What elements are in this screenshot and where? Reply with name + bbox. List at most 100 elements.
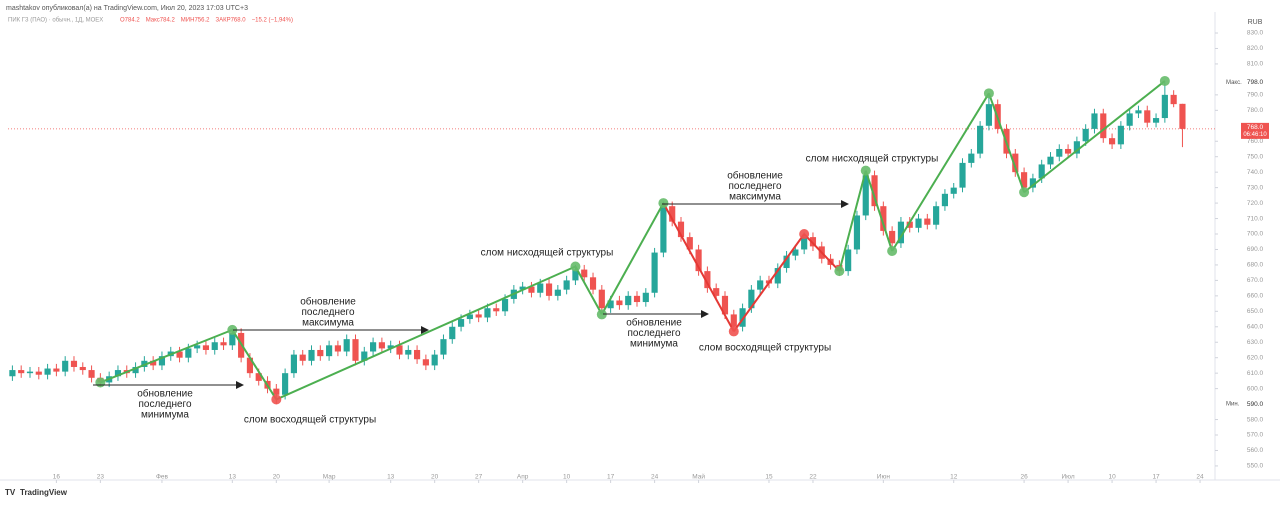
y-tick-label: 580.0 bbox=[1247, 416, 1264, 423]
pivot-point bbox=[860, 165, 871, 176]
candle-body bbox=[466, 314, 473, 320]
candle-body bbox=[484, 308, 491, 318]
candle-body bbox=[607, 300, 614, 309]
candle-body bbox=[581, 269, 588, 278]
y-tick-label: 550.0 bbox=[1247, 463, 1264, 470]
annotation: слом восходящей структуры bbox=[244, 415, 376, 426]
annotation: слом нисходящей структуры bbox=[806, 154, 939, 165]
candle-body bbox=[572, 269, 579, 281]
candle-body bbox=[299, 354, 306, 361]
annotation: обновление bbox=[727, 170, 783, 182]
x-tick-label: 13 bbox=[387, 474, 395, 481]
candle-body bbox=[194, 345, 201, 349]
candle-body bbox=[1152, 118, 1160, 123]
candle-body bbox=[669, 206, 676, 222]
y-tick-label: 820.0 bbox=[1247, 45, 1264, 52]
x-tick-label: 20 bbox=[273, 474, 281, 481]
candle-body bbox=[35, 371, 42, 375]
x-tick-label: 20 bbox=[431, 474, 439, 481]
candle-body bbox=[713, 288, 720, 296]
candle-body bbox=[616, 300, 623, 306]
candle-body bbox=[185, 348, 192, 358]
candle-body bbox=[396, 345, 403, 355]
ohlc-value: ЗАКР768.0 bbox=[215, 18, 246, 24]
structure-line bbox=[803, 233, 841, 272]
x-tick-label: 22 bbox=[809, 474, 817, 481]
candle-body bbox=[326, 345, 333, 357]
y-tick-label: 630.0 bbox=[1247, 339, 1264, 346]
pivot-point bbox=[570, 261, 581, 272]
candle-body bbox=[387, 345, 394, 349]
candle-body bbox=[748, 289, 755, 309]
candle-body bbox=[88, 370, 95, 378]
candle-body bbox=[915, 218, 922, 228]
x-tick-label: 23 bbox=[97, 474, 105, 481]
candle-body bbox=[598, 289, 605, 309]
candle-body bbox=[246, 357, 254, 374]
y-tick-label: 610.0 bbox=[1247, 370, 1264, 377]
pivot-point bbox=[596, 309, 607, 320]
candle-body bbox=[1100, 113, 1107, 139]
candle-body bbox=[554, 289, 561, 296]
last-price-box bbox=[1241, 122, 1269, 139]
annotation: максимума bbox=[302, 318, 354, 329]
structure-line bbox=[838, 170, 867, 272]
candle-body bbox=[633, 295, 641, 303]
candle-body bbox=[563, 280, 570, 290]
y-tick-label: 640.0 bbox=[1247, 323, 1264, 330]
y-tick-label: 780.0 bbox=[1247, 107, 1264, 114]
candle-body bbox=[273, 388, 280, 395]
candle-body bbox=[1038, 164, 1045, 179]
candle-body bbox=[686, 237, 693, 250]
candle-body bbox=[730, 314, 737, 327]
candle-body bbox=[801, 237, 808, 250]
candle-body bbox=[1073, 141, 1080, 154]
y-tick-label: 830.0 bbox=[1247, 30, 1264, 37]
candle-body bbox=[361, 351, 368, 361]
y-tick-label: 600.0 bbox=[1247, 385, 1264, 392]
structure-line bbox=[891, 92, 990, 252]
pivot-point bbox=[1019, 187, 1030, 198]
candle-body bbox=[651, 252, 658, 293]
y-tick-label: 700.0 bbox=[1247, 231, 1264, 238]
ohlc-value: −15.2 (−1,94%) bbox=[252, 18, 293, 24]
candle-body bbox=[211, 342, 218, 350]
candle-body bbox=[449, 326, 456, 340]
annotation: минимума bbox=[630, 339, 678, 350]
candle-body bbox=[1065, 148, 1072, 154]
annotation: слом нисходящей структуры bbox=[481, 248, 614, 259]
candle-body bbox=[440, 339, 447, 355]
annotation: максимума bbox=[729, 192, 781, 203]
candle-body bbox=[1161, 94, 1168, 119]
x-tick-label: 13 bbox=[229, 474, 237, 481]
candle-body bbox=[1047, 156, 1054, 165]
candle-body bbox=[941, 193, 948, 207]
x-tick-label: 10 bbox=[563, 474, 571, 481]
candle-body bbox=[537, 283, 544, 293]
candle-body bbox=[501, 298, 509, 312]
candle-body bbox=[1056, 148, 1063, 157]
y-tick-label: 680.0 bbox=[1247, 262, 1264, 269]
brand-logo: TV bbox=[5, 488, 16, 497]
y-tick-label: 650.0 bbox=[1247, 308, 1264, 315]
y-tick-label: 750.0 bbox=[1247, 153, 1264, 160]
pivot-point bbox=[271, 394, 282, 405]
candle-body bbox=[282, 373, 289, 395]
annotation: обновление bbox=[626, 317, 682, 329]
candle-body bbox=[959, 162, 966, 188]
brand: TradingView bbox=[20, 488, 68, 497]
x-tick-label: Июл bbox=[1061, 474, 1074, 481]
annotation: последнего bbox=[138, 399, 192, 410]
price-marker-name: Мин. bbox=[1226, 402, 1240, 408]
pivot-point bbox=[728, 326, 739, 337]
x-tick-label: Май bbox=[692, 473, 705, 481]
structure-line bbox=[600, 202, 665, 315]
candle-body bbox=[422, 359, 429, 366]
x-tick-label: 12 bbox=[950, 474, 958, 481]
y-tick-label: 560.0 bbox=[1247, 447, 1264, 454]
candle-body bbox=[308, 349, 315, 361]
x-tick-label: Июн bbox=[877, 474, 891, 481]
x-tick-label: Мар bbox=[323, 474, 336, 481]
candle-body bbox=[889, 230, 896, 244]
